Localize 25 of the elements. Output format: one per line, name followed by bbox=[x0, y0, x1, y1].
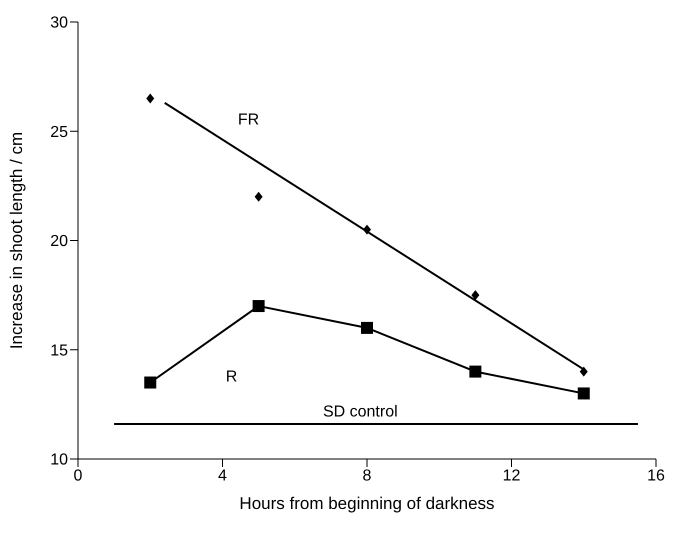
point bbox=[578, 387, 590, 400]
x-tick-label: 16 bbox=[647, 467, 665, 484]
x-tick-label: 12 bbox=[502, 467, 520, 484]
point bbox=[469, 366, 482, 378]
y-tick-label: 10 bbox=[50, 452, 68, 469]
point bbox=[252, 300, 265, 312]
y-tick-label: 20 bbox=[50, 233, 68, 250]
point bbox=[471, 290, 480, 300]
y-tick-label: 15 bbox=[50, 342, 68, 360]
x-tick-label: 4 bbox=[218, 467, 228, 484]
point bbox=[144, 376, 156, 389]
series-label: R bbox=[226, 368, 238, 386]
y-tick-label: 30 bbox=[50, 14, 68, 32]
series-label: SD control bbox=[322, 403, 398, 420]
x-axis-title: Hours from beginning of darkness bbox=[239, 494, 495, 513]
point bbox=[361, 322, 373, 334]
series-label: FR bbox=[238, 111, 260, 128]
point bbox=[254, 192, 263, 202]
x-tick-label: 8 bbox=[362, 467, 372, 484]
point bbox=[580, 366, 588, 377]
point bbox=[363, 224, 371, 235]
y-axis-title: Increase in shoot length / cm bbox=[7, 132, 26, 350]
x-tick-label: 0 bbox=[74, 467, 83, 484]
point bbox=[146, 93, 154, 104]
y-tick-label: 25 bbox=[50, 124, 68, 141]
